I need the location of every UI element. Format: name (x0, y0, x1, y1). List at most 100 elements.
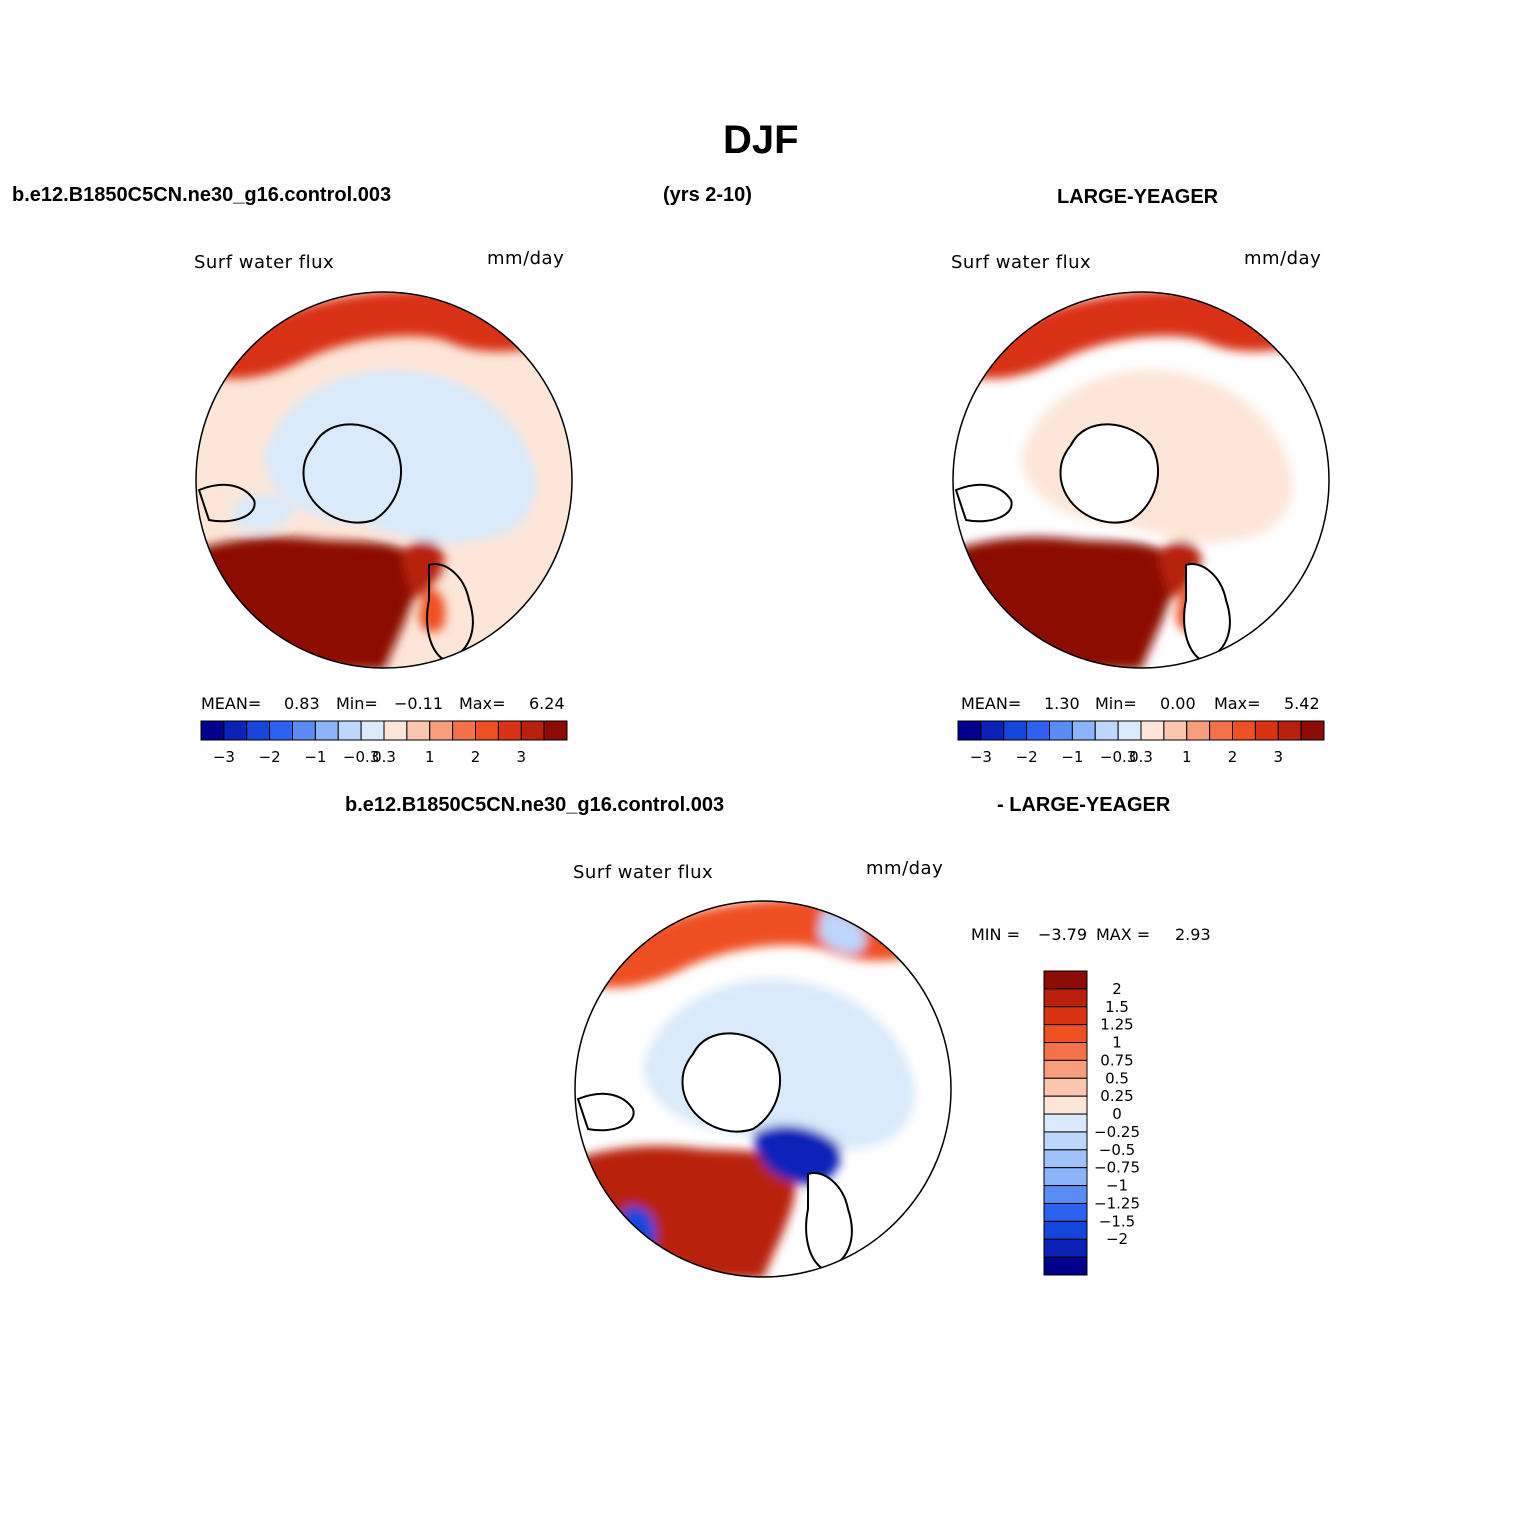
model-colorbar-swatch (406, 720, 431, 741)
model-max-value: 6.24 (529, 694, 565, 713)
diff-case-label: b.e12.B1850C5CN.ne30_g16.control.003 (345, 794, 725, 816)
difference-colorbar-swatch (1043, 1220, 1088, 1240)
difference-colorbar-swatch (1043, 1095, 1088, 1115)
difference-land-outline-2 (576, 1092, 635, 1132)
model-region-norwegian-sea (402, 540, 445, 600)
difference-colorbar-tick-label: 0.5 (1105, 1069, 1129, 1087)
observations-colorbar-swatch (1026, 720, 1050, 741)
observations-colorbar-swatch (1117, 720, 1142, 741)
observations-colorbar-tick-label: −1 (1061, 748, 1083, 766)
diff-max-label: MAX = (1096, 925, 1151, 944)
difference-colorbar-swatch (1043, 1149, 1088, 1169)
difference-colorbar-tick-label: 0.75 (1100, 1051, 1133, 1069)
observations-colorbar-swatch (1209, 720, 1233, 741)
difference-colorbar-swatch (1043, 1238, 1088, 1258)
model-colorbar-tick-label: −0.3 (343, 748, 379, 766)
diff-min-label: MIN = (971, 925, 1020, 944)
observations-colorbar-swatch (1140, 720, 1165, 741)
obs-min-value: 0.00 (1160, 694, 1196, 713)
model-colorbar-tick-label: 3 (516, 748, 526, 766)
observations-colorbar-swatch (1003, 720, 1028, 741)
observations-map-frame (952, 291, 1330, 669)
difference-land-outline-0 (681, 1032, 782, 1133)
difference-colorbar-tick-label: 0.25 (1100, 1087, 1133, 1105)
observations-colorbar-swatch (957, 720, 982, 741)
model-colorbar-swatch (246, 720, 271, 741)
model-land-outline-1 (426, 563, 474, 662)
obs-max-label: Max= (1214, 694, 1261, 713)
observations-pole-marker (1135, 474, 1147, 486)
model-max-label: Max= (459, 694, 506, 713)
difference-colorbar-swatch (1043, 1167, 1088, 1187)
difference-colorbar-swatch (1043, 970, 1088, 990)
obs-units-label: mm/day (1244, 248, 1322, 269)
difference-colorbar-swatch (1043, 988, 1088, 1008)
observations-region-norwegian-sea (1159, 540, 1202, 600)
difference-colorbar-swatch (1043, 1024, 1088, 1044)
observations-colorbar-swatch (1232, 720, 1256, 741)
obs-max-value: 5.42 (1284, 694, 1320, 713)
observations-colorbar-tick-label: −3 (970, 748, 992, 766)
model-colorbar-swatch (337, 720, 362, 741)
difference-map-frame (574, 900, 952, 1278)
model-colorbar-swatch (452, 720, 476, 741)
difference-colorbar-tick-label: −1.25 (1094, 1194, 1140, 1212)
observations-map (952, 291, 1330, 669)
obs-label: LARGE-YEAGER (1057, 186, 1219, 208)
observations-colorbar-tick-label: 1 (1182, 748, 1192, 766)
observations-land-outline-2 (954, 483, 1013, 523)
difference-map (574, 900, 952, 1278)
model-plot-title: Surf water flux (194, 252, 335, 273)
model-mean-value: 0.83 (284, 694, 320, 713)
difference-colorbar-swatch (1043, 1202, 1088, 1222)
observations-land-outline-0 (1059, 423, 1160, 524)
difference-colorbar-swatch (1043, 1042, 1088, 1061)
model-colorbar-swatch (269, 720, 293, 741)
difference-colorbar-tick-label: 1.5 (1105, 998, 1129, 1016)
difference-colorbar-tick-label: −0.5 (1099, 1141, 1135, 1159)
model-region-hudson-bay (234, 494, 294, 530)
obs-mean-value: 1.30 (1044, 694, 1080, 713)
model-colorbar-swatch (497, 720, 522, 741)
observations-colorbar-swatch (1186, 720, 1211, 741)
model-colorbar-tick-label: 1 (425, 748, 435, 766)
diff-units-label: mm/day (866, 858, 944, 879)
difference-colorbar-swatch (1043, 1131, 1088, 1151)
model-colorbar-swatch (200, 720, 225, 741)
obs-min-label: Min= (1095, 694, 1137, 713)
difference-colorbar-swatch (1043, 1256, 1088, 1276)
observations-colorbar-swatch (1277, 720, 1302, 741)
difference-colorbar-tick-label: −1 (1106, 1177, 1128, 1195)
difference-colorbar-swatch (1043, 1059, 1088, 1079)
difference-colorbar-tick-label: 1.25 (1100, 1016, 1133, 1034)
difference-colorbar-swatch (1043, 1077, 1088, 1097)
difference-colorbar-tick-label: 0 (1112, 1105, 1122, 1123)
model-land-outline-0 (302, 423, 403, 524)
model-colorbar-swatch (543, 720, 568, 741)
page-title: DJF (723, 118, 799, 162)
observations-colorbar-swatch (1049, 720, 1073, 741)
observations-colorbar-swatch (980, 720, 1005, 741)
years-label: (yrs 2-10) (663, 184, 752, 206)
model-colorbar-swatch (360, 720, 385, 741)
observations-colorbar-swatch (1300, 720, 1325, 741)
diff-plot-title: Surf water flux (573, 862, 714, 883)
difference-region-barents-sea (753, 1125, 841, 1185)
model-colorbar-swatch (383, 720, 408, 741)
difference-colorbar-tick-label: −1.5 (1099, 1212, 1135, 1230)
diff-min-value: −3.79 (1038, 925, 1088, 944)
model-colorbar-tick-label: −1 (304, 748, 326, 766)
difference-colorbar-tick-label: −0.75 (1094, 1159, 1140, 1177)
model-colorbar-tick-label: −3 (213, 748, 235, 766)
obs-plot-title: Surf water flux (951, 252, 1092, 273)
observations-colorbar-swatch (1094, 720, 1119, 741)
model-map (195, 291, 573, 669)
model-units-label: mm/day (487, 248, 565, 269)
difference-colorbar-tick-label: −0.25 (1094, 1123, 1140, 1141)
obs-mean-label: MEAN= (961, 694, 1022, 713)
model-colorbar-swatch (520, 720, 545, 741)
model-colorbar-tick-label: 2 (471, 748, 481, 766)
model-colorbar-tick-label: −2 (259, 748, 281, 766)
observations-colorbar-swatch (1071, 720, 1096, 741)
